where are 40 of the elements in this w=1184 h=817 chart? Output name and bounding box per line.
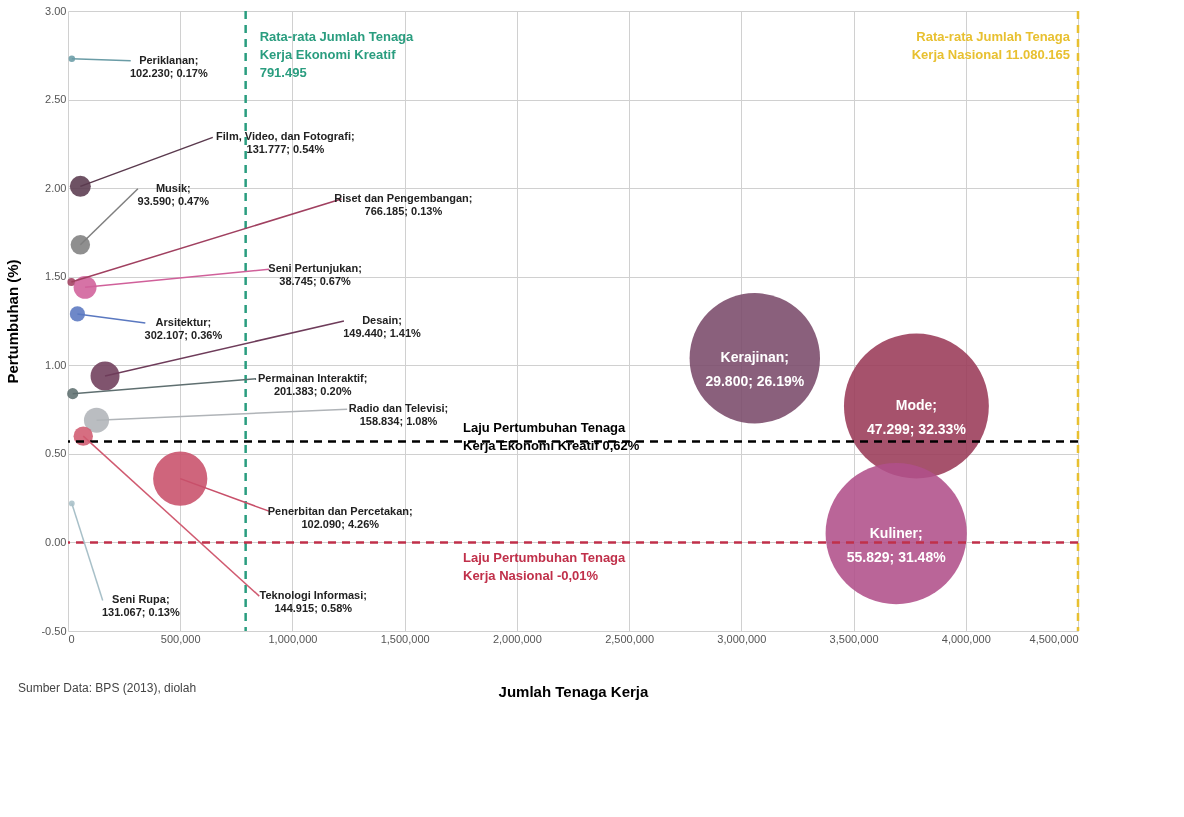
y-tick-label: 0.50 bbox=[45, 447, 67, 460]
y-tick-label: 2.00 bbox=[45, 181, 67, 194]
text: Radio dan Televisi; 158.834; 1.08% bbox=[348, 402, 449, 428]
y-axis-title: Pertumbuhan (%) bbox=[4, 259, 22, 384]
y-tick-label: 2.50 bbox=[45, 93, 67, 106]
ref-line-label: Rata-rata Jumlah Tenaga Kerja Nasional 11.080.165 bbox=[911, 29, 1071, 62]
text: Desain; 149.440; 1.41% bbox=[343, 313, 422, 339]
y-tick-label: 1.50 bbox=[45, 270, 67, 283]
x-axis-title: Jumlah Tenaga Kerja bbox=[498, 682, 650, 700]
series-label: Kerajinan; 29.800; 26.19% bbox=[705, 349, 805, 390]
text: Permainan Interaktif; 201.383; 0.20% bbox=[258, 371, 368, 397]
text: Seni Rupa; 131.067; 0.13% bbox=[101, 593, 180, 619]
ref-line-label: Laju Pertumbuhan Tenaga Kerja Ekonomi Kreatif 0,62% bbox=[463, 420, 640, 454]
x-tick-label: 4,500,000 bbox=[1029, 632, 1079, 645]
ref-line-label: Laju Pertumbuhan Tenaga Kerja Nasional -0,01% bbox=[463, 550, 627, 584]
x-tick-label: 4,000,000 bbox=[941, 632, 991, 645]
x-tick-label: 2,500,000 bbox=[605, 632, 655, 645]
ref-line-label: Rata-rata Jumlah Tenaga Kerja Ekonomi Kreatif 791.495 bbox=[259, 29, 415, 80]
x-tick-label: 500,000 bbox=[160, 632, 201, 645]
y-tick-label: 3.00 bbox=[45, 4, 67, 17]
series-label: Mode; 47.299; 32.33% bbox=[866, 397, 967, 438]
y-tick-label: 1.00 bbox=[45, 358, 67, 371]
x-tick-label: 1,000,000 bbox=[268, 632, 318, 645]
text: Arsitektur; 302.107; 0.36% bbox=[144, 315, 223, 341]
y-tick-label: 0.00 bbox=[45, 535, 67, 548]
text: Teknologi Informasi; 144.915; 0.58% bbox=[259, 589, 367, 615]
text: Periklanan; 102.230; 0.17% bbox=[129, 53, 208, 79]
series-label: Kuliner; 55.829; 31.48% bbox=[846, 524, 947, 565]
text: Riset dan Pengembangan; 766.185; 0.13% bbox=[334, 192, 473, 218]
text: Musik; 93.590; 0.47% bbox=[137, 181, 210, 207]
text: Film, Video, dan Fotografi; 131.777; 0.54% bbox=[216, 130, 355, 156]
x-tick-label: 3,500,000 bbox=[829, 632, 879, 645]
x-tick-label: 2,000,000 bbox=[492, 632, 542, 645]
text: Seni Pertunjukan; 38.745; 0.67% bbox=[268, 262, 362, 288]
x-tick-label: 1,500,000 bbox=[380, 632, 430, 645]
x-tick-label: 0 bbox=[68, 632, 75, 645]
y-tick-label: -0.50 bbox=[41, 624, 67, 637]
text: Penerbitan dan Percetakan; 102.090; 4.26% bbox=[267, 504, 413, 530]
text: Sumber Data: BPS (2013), diolah bbox=[18, 681, 197, 695]
x-tick-label: 3,000,000 bbox=[717, 632, 767, 645]
